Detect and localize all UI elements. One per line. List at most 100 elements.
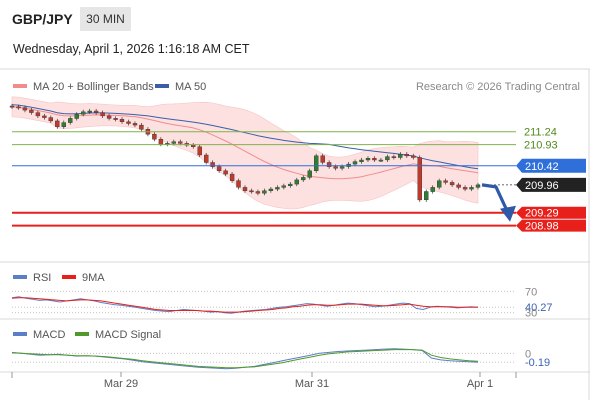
legend-swatch-rsi <box>13 275 27 279</box>
candle-body <box>48 117 53 122</box>
candle-body <box>352 161 358 165</box>
candle-body <box>262 190 267 194</box>
candle-body <box>158 138 164 145</box>
candle-body <box>132 123 138 126</box>
support-label: 208.98 <box>525 221 559 233</box>
candle-body <box>61 122 66 127</box>
candle-body <box>398 153 403 158</box>
legend-swatch-macd-signal <box>75 332 89 336</box>
candle-body <box>87 110 92 113</box>
candle-body <box>288 183 293 187</box>
candle-body <box>55 120 60 127</box>
candle-body <box>203 154 209 163</box>
pivot-label: 210.42 <box>525 161 559 173</box>
legend-swatch-ma50 <box>155 84 169 88</box>
rsi-level-label: 40.27 <box>525 302 553 314</box>
candle-body <box>119 119 125 123</box>
candle-body <box>80 111 86 115</box>
candle-body <box>359 159 364 162</box>
macd-series-0 <box>11 348 479 370</box>
candle-body <box>106 115 112 119</box>
candle-body <box>236 180 241 188</box>
candle-body <box>16 106 21 109</box>
candle-body <box>242 187 248 191</box>
legend-label-ma20: MA 20 + Bollinger Bands <box>33 81 154 93</box>
candle-body <box>378 159 384 162</box>
candle-body <box>456 184 461 188</box>
timeframe-label: 30 MIN <box>86 12 125 26</box>
candle-body <box>268 188 274 191</box>
candle-body <box>210 162 215 167</box>
candle-body <box>74 114 79 119</box>
legend-label-rsi: RSI <box>33 272 51 284</box>
candle-body <box>139 124 144 130</box>
legend-label-macd: MACD <box>33 329 65 341</box>
candle-body <box>229 173 235 181</box>
candle-body <box>294 179 299 185</box>
candle-body <box>249 190 254 193</box>
candle-body <box>68 118 73 123</box>
symbol-title: GBP/JPY <box>12 11 73 27</box>
candle-body <box>281 185 286 188</box>
support-tag <box>516 219 586 232</box>
candle-body <box>333 166 338 169</box>
candle-body <box>275 187 280 190</box>
candle-body <box>326 162 332 167</box>
last-price-label: 209.96 <box>525 180 559 192</box>
support-tag <box>516 206 586 219</box>
copyright-text: Research © 2026 Trading Central <box>416 81 580 93</box>
candle-body <box>365 158 371 161</box>
candle-body <box>469 187 474 190</box>
candle-body <box>93 110 99 113</box>
pivot-tag <box>516 158 586 173</box>
candle-body <box>113 118 118 120</box>
candle-body <box>339 166 345 169</box>
candle-body <box>449 182 455 186</box>
resistance-label: 211.24 <box>524 127 557 139</box>
candle-body <box>443 180 448 183</box>
resistance-label: 210.93 <box>524 140 558 152</box>
macd-level-label: 0 <box>525 348 531 360</box>
legend-swatch-rsi-ma <box>62 275 76 279</box>
rsi-level-label: 70 <box>525 286 537 298</box>
candle-body <box>462 187 468 190</box>
forecast-arrow-shaft <box>481 183 509 212</box>
candle-body <box>320 155 325 163</box>
macd-legend: MACD MACD Signal <box>13 329 161 341</box>
legend-label-rsi-ma: 9MA <box>82 272 105 284</box>
price-panel <box>9 96 481 210</box>
candle-body <box>430 187 435 192</box>
candle-body <box>372 158 377 161</box>
macd-level-label: -0.19 <box>525 357 550 369</box>
candle-body <box>391 156 397 159</box>
last-price-tag <box>516 177 586 192</box>
legend-label-ma50: MA 50 <box>175 81 206 93</box>
candle-body <box>29 109 34 113</box>
time-axis-label: Mar 29 <box>104 378 138 390</box>
candle-body <box>42 115 47 118</box>
candle-body <box>314 155 319 172</box>
legend-swatch-macd <box>13 332 27 336</box>
candle-body <box>411 155 416 158</box>
candle-body <box>307 170 312 178</box>
ma20-line <box>11 106 479 180</box>
candle-body <box>223 170 228 175</box>
candle-body <box>301 177 306 181</box>
candle-body <box>171 141 177 144</box>
rsi-series-1 <box>11 297 478 313</box>
candle-body <box>100 112 105 117</box>
candle-body <box>178 141 183 144</box>
candle-body <box>152 133 157 140</box>
support-label: 209.29 <box>525 208 559 220</box>
timeframe-badge[interactable] <box>80 7 131 31</box>
candle-body <box>22 107 28 111</box>
candle-body <box>190 144 196 147</box>
candle-body <box>417 157 422 201</box>
candle-body <box>437 180 442 188</box>
candle-body <box>197 146 202 156</box>
rsi-legend: RSI 9MA <box>13 272 105 284</box>
candle-body <box>424 191 429 201</box>
time-axis: Mar 29 Mar 31 Apr 1 <box>11 372 517 390</box>
